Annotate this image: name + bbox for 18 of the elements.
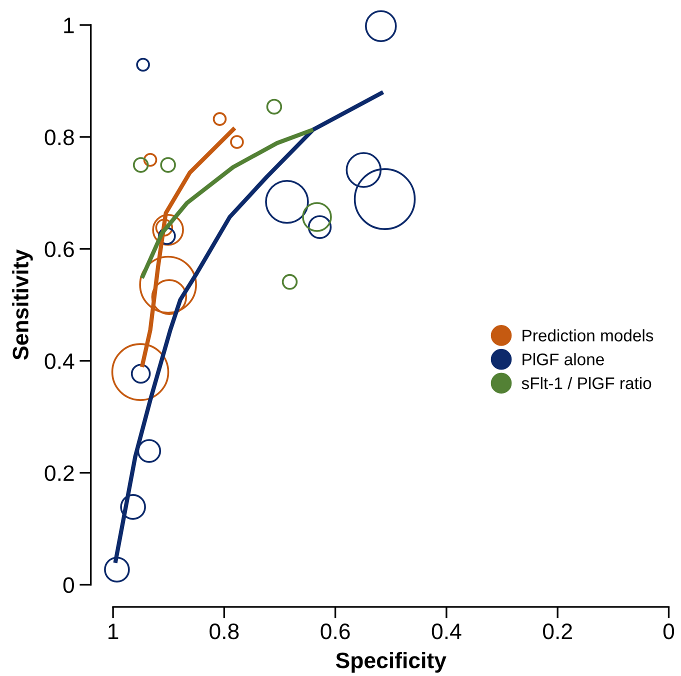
x-tick-label: 0.6 xyxy=(320,624,350,640)
x-axis-title: Specificity xyxy=(336,652,446,673)
x-tick-label: 1 xyxy=(108,624,118,640)
y-axis-title: Sensitivity xyxy=(12,249,33,360)
y-tick-label: 0.8 xyxy=(44,129,74,146)
legend-label: sFlt-1 / PlGF ratio xyxy=(522,376,652,390)
line-series xyxy=(140,128,316,280)
y-tick-label: 0.6 xyxy=(44,241,74,258)
y-tick-label: 1 xyxy=(64,18,74,34)
x-tick-label: 0.4 xyxy=(432,624,462,640)
x-tick-label: 0.8 xyxy=(210,624,239,640)
legend-label: Prediction models xyxy=(522,329,654,342)
x-tick-label: 0.2 xyxy=(543,624,572,640)
y-tick-label: 0.2 xyxy=(44,465,74,482)
x-tick-label: 0 xyxy=(663,624,674,640)
legend-label: PlGF alone xyxy=(522,353,604,366)
y-tick-label: 0 xyxy=(63,577,74,594)
y-tick-label: 0.4 xyxy=(44,353,74,370)
